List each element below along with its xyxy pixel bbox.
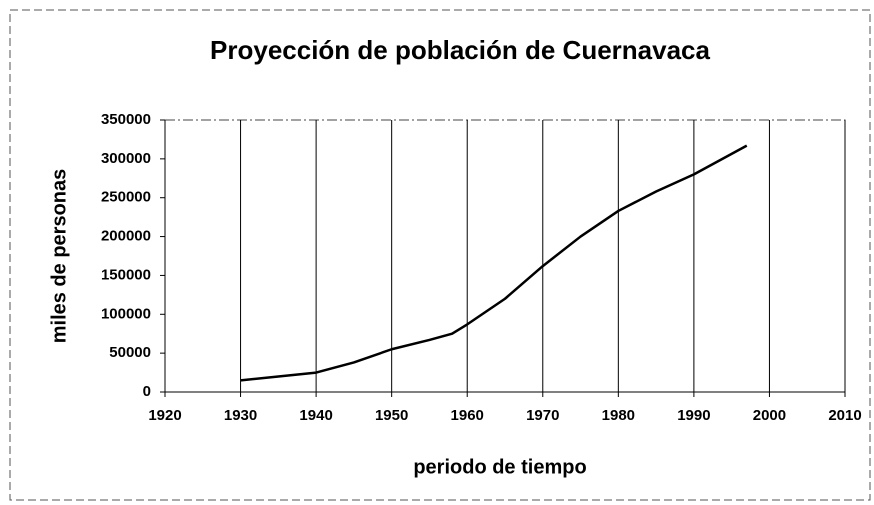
- x-tick-label: 1920: [148, 407, 181, 424]
- x-tick-label: 1990: [677, 407, 710, 424]
- y-tick-label: 200000: [101, 228, 151, 245]
- y-tick-label: 150000: [101, 266, 151, 283]
- x-tick-label: 1980: [602, 407, 635, 424]
- x-tick-label: 1970: [526, 407, 559, 424]
- y-tick-label: 100000: [101, 305, 151, 322]
- x-tick-label: 1960: [451, 407, 484, 424]
- plot-area: [164, 119, 846, 393]
- y-tick-label: 50000: [109, 344, 151, 361]
- y-tick-label: 0: [143, 383, 151, 400]
- y-tick-label: 250000: [101, 189, 151, 206]
- y-axis-label: miles de personas: [48, 169, 70, 344]
- x-tick-label: 2010: [828, 407, 861, 424]
- chart-title: Proyección de población de Cuernavaca: [210, 35, 710, 65]
- data-line: [240, 144, 748, 382]
- chart-frame: [9, 9, 871, 501]
- x-tick-label: 1940: [299, 407, 332, 424]
- y-tick-label: 350000: [101, 111, 151, 128]
- x-tick-label: 1950: [375, 407, 408, 424]
- x-tick-label: 1930: [224, 407, 257, 424]
- x-axis-label: periodo de tiempo: [413, 456, 586, 478]
- y-tick-label: 300000: [101, 150, 151, 167]
- x-tick-label: 2000: [753, 407, 786, 424]
